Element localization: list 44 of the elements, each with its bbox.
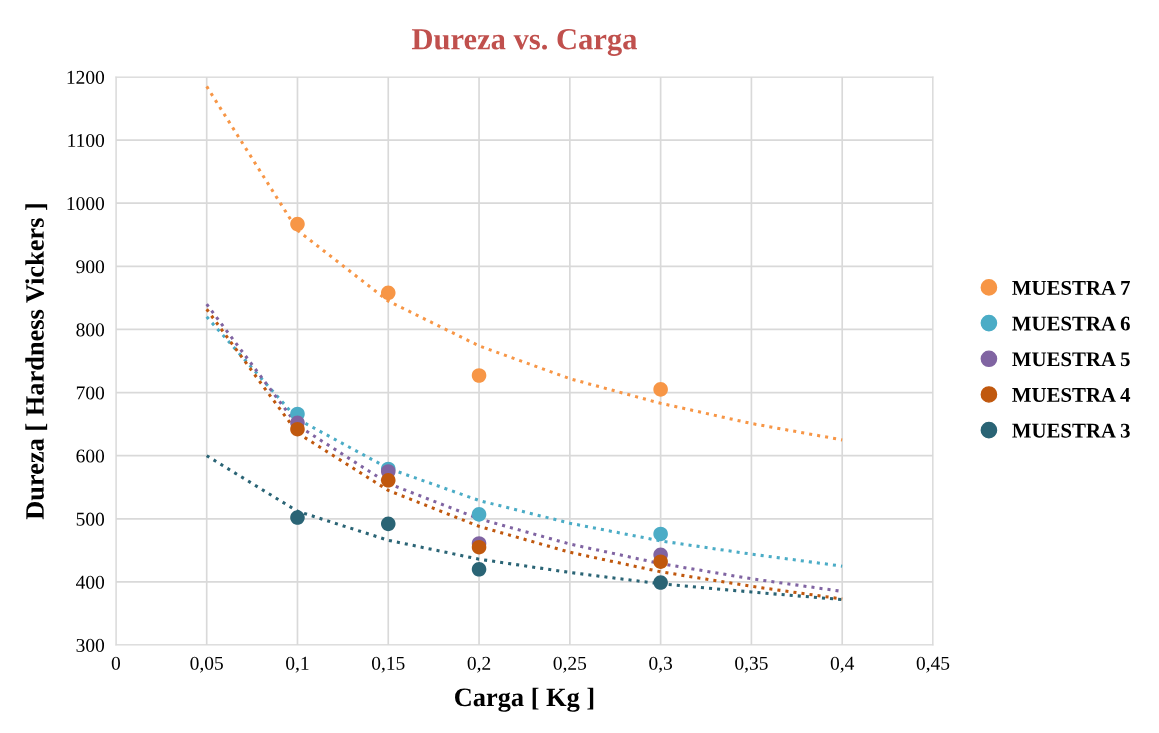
legend-label: MUESTRA 5: [1012, 352, 1130, 367]
y-axis-title: Dureza [ Hardness Vickers ]: [25, 204, 48, 520]
y-tick-label: 400: [76, 575, 105, 589]
point: [653, 526, 668, 542]
y-tick-label: 800: [76, 323, 105, 337]
y-tick-label: 600: [76, 449, 105, 463]
legend-label: MUESTRA 6: [1012, 316, 1130, 331]
x-tick-label: 0,45: [916, 656, 950, 673]
legend-label: MUESTRA 4: [1012, 387, 1131, 402]
point: [653, 382, 668, 397]
legend-label: MUESTRA 3: [1012, 423, 1130, 438]
x-tick-label: 0,4: [830, 656, 855, 673]
chart-title: Dureza vs. Carga: [411, 28, 637, 56]
point: [471, 562, 487, 577]
x-tick-label: 0,1: [286, 656, 309, 673]
point: [653, 554, 668, 570]
line-series: [205, 454, 844, 602]
point: [290, 510, 305, 525]
x-tick-label: 0,35: [735, 656, 768, 673]
y-tick-label: 500: [76, 512, 105, 526]
x-axis-title: Carga [ Kg ]: [455, 687, 594, 712]
y-tick-label: 700: [76, 386, 105, 400]
point: [471, 368, 487, 383]
y-tick-label: 1000: [67, 197, 105, 211]
line-series: [205, 84, 844, 442]
point: [290, 421, 305, 437]
y-tick-label: 1100: [68, 133, 105, 148]
point: [380, 285, 396, 301]
point: [653, 575, 668, 590]
point: [471, 539, 487, 555]
y-tick-label: 1200: [67, 70, 105, 84]
x-tick-label: 0,15: [371, 656, 405, 673]
point: [471, 507, 487, 522]
y-tick-label: 900: [76, 260, 105, 274]
point: [380, 516, 396, 532]
point: [380, 473, 396, 488]
x-tick-label: 0,05: [190, 656, 223, 673]
y-tick-label: 300: [76, 638, 105, 652]
x-tick-label: 0: [111, 656, 121, 670]
point: [290, 216, 305, 232]
legend-label: MUESTRA 7: [1012, 280, 1130, 295]
x-tick-label: 0,25: [553, 656, 587, 673]
x-tick-label: 0,3: [649, 656, 673, 673]
x-tick-label: 0,2: [467, 656, 491, 673]
